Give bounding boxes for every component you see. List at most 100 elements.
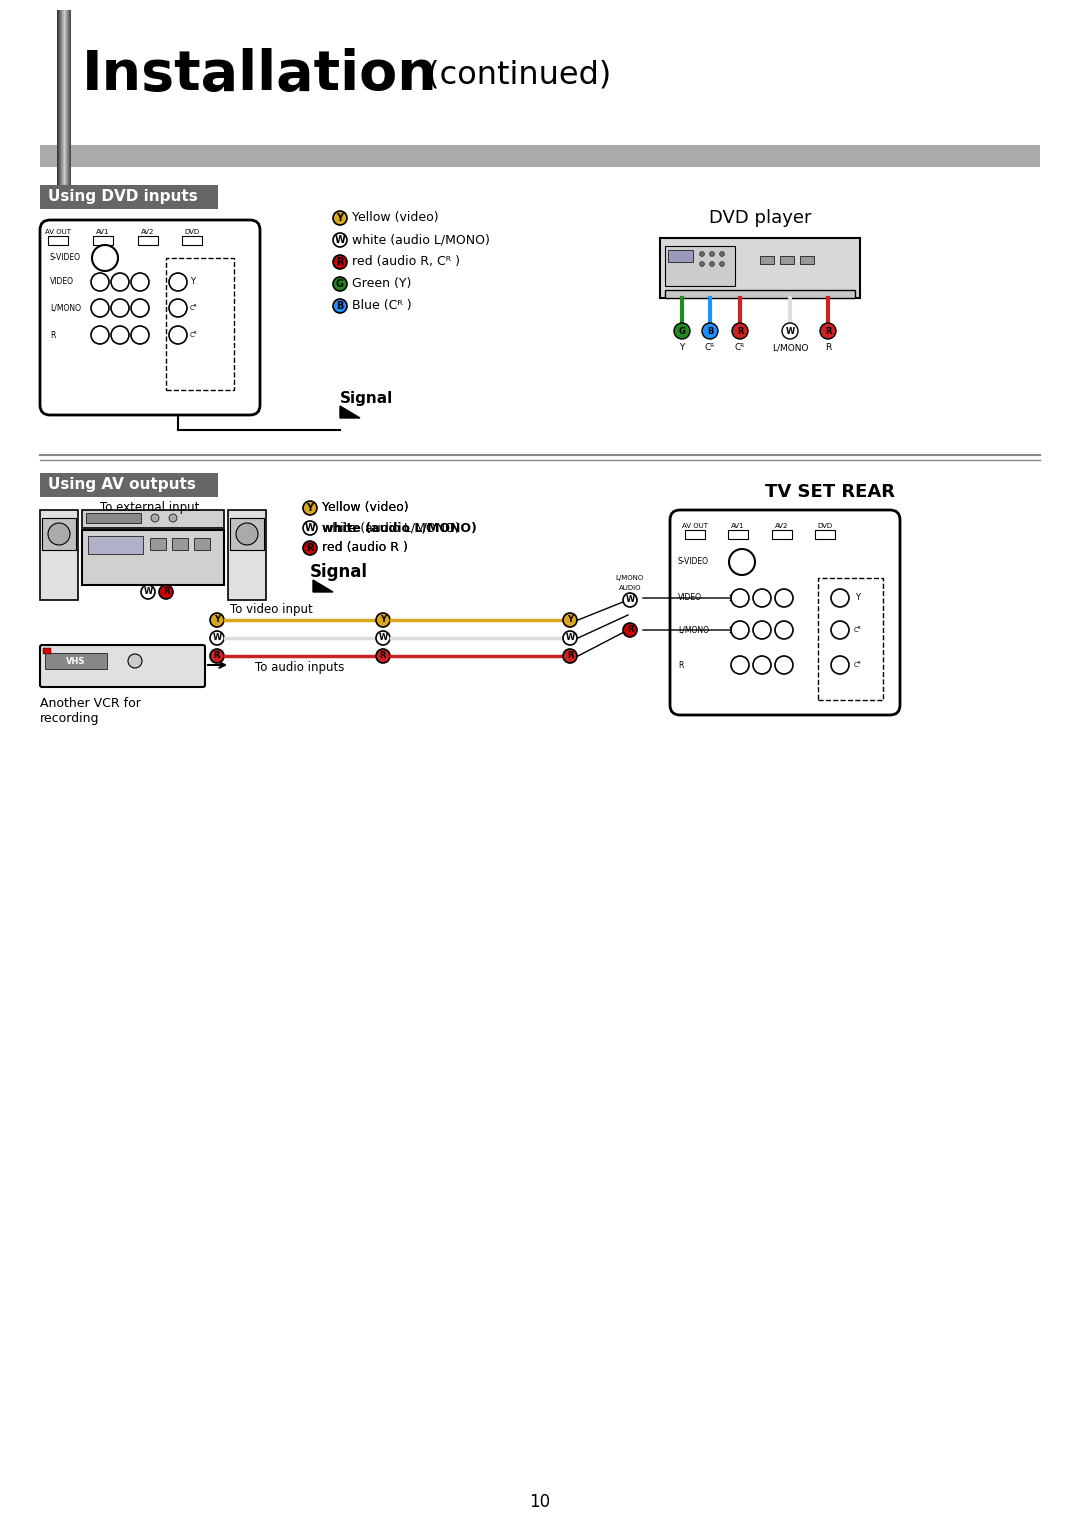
Circle shape (333, 211, 347, 224)
Circle shape (151, 515, 159, 522)
Text: R: R (825, 344, 832, 353)
Text: W: W (305, 524, 315, 533)
Text: R: R (336, 257, 343, 267)
Text: L/MONO: L/MONO (616, 576, 644, 580)
Circle shape (141, 585, 156, 599)
Bar (42, 518, 76, 550)
Circle shape (48, 524, 70, 545)
Bar (772, 530, 792, 539)
Circle shape (168, 515, 177, 522)
Circle shape (831, 621, 849, 638)
Circle shape (710, 261, 715, 267)
Bar (728, 530, 748, 539)
Text: To video input: To video input (230, 603, 313, 617)
Bar (150, 538, 166, 550)
Circle shape (168, 273, 187, 292)
Text: TV SET REAR: TV SET REAR (765, 483, 895, 501)
Bar (93, 237, 113, 244)
Bar (818, 579, 883, 699)
Text: To external input: To external input (100, 501, 200, 513)
Circle shape (782, 324, 798, 339)
Bar (660, 238, 860, 298)
Bar (780, 257, 794, 264)
Text: Cᴿ: Cᴿ (734, 344, 745, 353)
Circle shape (831, 589, 849, 608)
Text: Y: Y (855, 594, 861, 603)
Text: Yellow (video): Yellow (video) (322, 501, 408, 515)
Text: AV OUT: AV OUT (45, 229, 71, 235)
Text: Yellow (video): Yellow (video) (322, 501, 408, 515)
Circle shape (719, 261, 725, 267)
Circle shape (820, 324, 836, 339)
Circle shape (775, 657, 793, 673)
Text: R: R (163, 588, 170, 597)
Bar (228, 510, 266, 600)
Circle shape (623, 623, 637, 637)
Circle shape (237, 524, 258, 545)
Text: W: W (144, 588, 152, 597)
Text: B: B (336, 301, 343, 312)
Bar (669, 250, 693, 263)
Circle shape (775, 621, 793, 638)
Circle shape (333, 299, 347, 313)
Bar (760, 257, 774, 264)
Text: AV1: AV1 (96, 229, 110, 235)
Text: B: B (706, 327, 713, 336)
Circle shape (719, 252, 725, 257)
Bar (82, 530, 224, 585)
Text: Green (Y): Green (Y) (352, 278, 411, 290)
Circle shape (91, 325, 109, 344)
Circle shape (111, 299, 129, 318)
Circle shape (731, 589, 750, 608)
Circle shape (159, 585, 173, 599)
Text: red (audio R ): red (audio R ) (322, 542, 408, 554)
Text: red (audio R, Cᴿ ): red (audio R, Cᴿ ) (352, 255, 460, 269)
Text: W: W (335, 235, 346, 244)
Text: Cᴿ: Cᴿ (854, 663, 862, 667)
Text: Using AV outputs: Using AV outputs (48, 478, 195, 493)
Circle shape (729, 550, 755, 576)
Text: S-VIDEO: S-VIDEO (678, 557, 708, 567)
Text: L/MONO: L/MONO (772, 344, 808, 353)
Text: L/MONO: L/MONO (678, 626, 708, 635)
Text: R: R (678, 661, 684, 669)
Text: AUDIO: AUDIO (619, 585, 642, 591)
Circle shape (376, 631, 390, 644)
Circle shape (210, 631, 224, 644)
Bar (800, 257, 814, 264)
Text: W: W (213, 634, 221, 643)
Text: R: R (567, 652, 573, 661)
Circle shape (168, 325, 187, 344)
Bar (87, 536, 143, 554)
Text: Y: Y (190, 278, 195, 287)
Text: Y: Y (337, 212, 343, 223)
Circle shape (131, 299, 149, 318)
Circle shape (303, 501, 318, 515)
Circle shape (131, 325, 149, 344)
Circle shape (333, 276, 347, 292)
Bar (48, 237, 68, 244)
Circle shape (563, 612, 577, 628)
Circle shape (783, 324, 797, 337)
Text: DVD: DVD (818, 524, 833, 528)
Text: R: R (307, 544, 314, 553)
Bar (194, 538, 210, 550)
Text: W: W (378, 634, 388, 643)
Bar (230, 518, 264, 550)
Circle shape (710, 252, 715, 257)
Text: AV2: AV2 (141, 229, 154, 235)
Text: DVD: DVD (185, 229, 200, 235)
Text: Cᴿ: Cᴿ (854, 628, 862, 634)
Text: R: R (825, 327, 832, 336)
Polygon shape (313, 580, 333, 592)
Bar (665, 290, 855, 298)
Circle shape (210, 612, 224, 628)
Bar (40, 185, 218, 209)
Text: Cᴿ: Cᴿ (189, 331, 197, 337)
Bar (172, 538, 188, 550)
Circle shape (831, 657, 849, 673)
Circle shape (733, 324, 747, 337)
Text: Cᴿ: Cᴿ (705, 344, 715, 353)
Text: 10: 10 (529, 1493, 551, 1512)
Bar (86, 513, 141, 524)
